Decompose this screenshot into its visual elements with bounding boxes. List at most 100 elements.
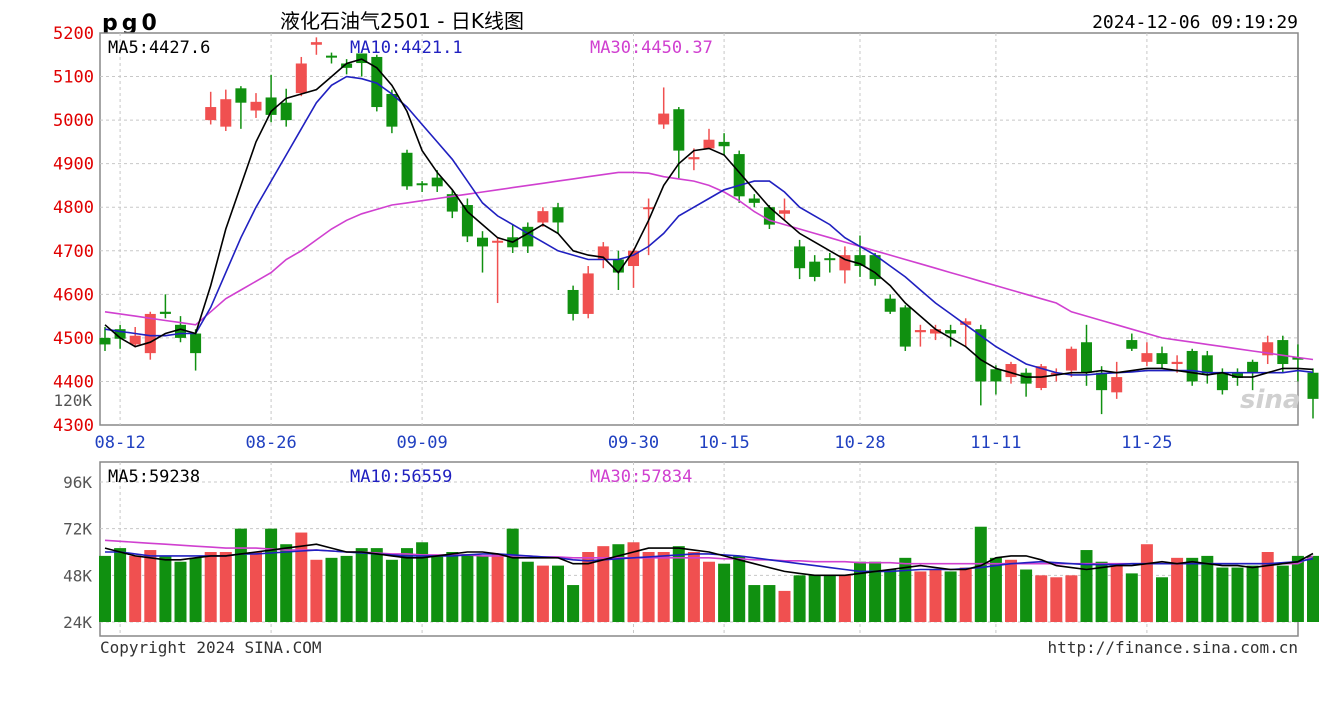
volume-bar (355, 548, 368, 622)
price-axis: 5200 5100 5000 4900 4800 4700 4600 4500 4400 4300 (53, 24, 94, 436)
ma10-line (104, 75, 1314, 376)
candle-body (733, 154, 745, 197)
candle-body (159, 311, 171, 314)
volume-bar (159, 555, 172, 622)
volume-bar (1231, 567, 1244, 622)
volume-tick-label: 48K (63, 566, 92, 585)
candle-body (884, 298, 896, 312)
volume-bar (748, 585, 761, 622)
volume-legend-ma5: MA5:59238 (108, 467, 200, 487)
volume-bar (234, 528, 247, 622)
candle-body (371, 56, 383, 108)
candle-body (129, 335, 141, 345)
volume-axis: 96K 72K 48K 24K (63, 473, 92, 632)
volume-bar (129, 555, 142, 622)
candle-body (643, 207, 655, 210)
candle-body (1126, 340, 1138, 349)
date-tick-label: 10-28 (834, 433, 885, 453)
volume-bar (838, 575, 851, 622)
volume-bar (1080, 550, 1093, 622)
candle-body (914, 330, 926, 333)
candle-body (492, 240, 504, 243)
volume-bar (929, 569, 942, 622)
volume-bar (703, 561, 715, 622)
volume-tick-label: 24K (63, 613, 92, 632)
candle-body (341, 63, 353, 68)
datetime-label: 2024-12-06 09:19:29 (1092, 12, 1298, 33)
volume-bar (959, 567, 972, 622)
volume-bar (627, 542, 640, 622)
candle-body (205, 107, 217, 121)
candle-body (930, 329, 941, 334)
candle-body (175, 324, 186, 338)
volume-top-label: 120K (53, 391, 92, 410)
candle-body (869, 255, 881, 280)
date-tick-label: 09-09 (397, 433, 448, 453)
volume-bar (687, 552, 700, 622)
price-ma-lines (104, 58, 1314, 378)
candle-body (899, 307, 911, 347)
candle-body (854, 255, 866, 267)
candle-body (718, 141, 730, 147)
candle-body (310, 42, 322, 45)
volume-bar (1307, 555, 1319, 622)
volume-bar (612, 544, 625, 622)
candle-body (537, 211, 549, 223)
volume-bar (778, 590, 791, 622)
source-url[interactable]: http://finance.sina.com.cn (1048, 638, 1298, 657)
candle-body (975, 329, 987, 382)
volume-bar (1201, 555, 1214, 622)
volume-bar (567, 585, 580, 622)
price-tick-label: 5200 (53, 24, 94, 44)
price-panel (99, 32, 1299, 426)
candle-body (1020, 372, 1032, 384)
volume-bar (310, 559, 323, 622)
volume-bar (1020, 569, 1033, 622)
candle-body (1216, 372, 1228, 391)
candle-body (1096, 372, 1108, 391)
price-tick-label: 4300 (53, 416, 94, 436)
candle-body (1247, 361, 1259, 373)
volume-bar (219, 552, 232, 622)
volume-bar (763, 585, 776, 622)
candle-body (1186, 350, 1198, 382)
volume-bar (657, 552, 670, 622)
volume-bar (295, 532, 308, 622)
volume-bar (597, 546, 610, 622)
volume-bar (280, 544, 293, 622)
candle-body (1292, 357, 1304, 360)
volume-bar (99, 555, 111, 622)
candle-body (1065, 348, 1077, 371)
candle-body (612, 259, 624, 273)
volume-bar (884, 569, 897, 622)
date-tick-label: 08-12 (95, 433, 146, 453)
candle-body (763, 207, 775, 225)
volume-tick-label: 72K (63, 520, 92, 539)
candle-body (1232, 372, 1243, 378)
volume-ma-lines (104, 539, 1314, 577)
legend-ma30: MA30:4450.37 (590, 38, 713, 58)
volume-legend-ma10: MA10:56559 (350, 467, 452, 487)
candle-body (326, 55, 337, 58)
candle-body (809, 261, 821, 277)
candle-body (522, 226, 534, 247)
volume-bar (582, 552, 595, 622)
ma5-line (104, 58, 1314, 378)
candle-body (794, 246, 806, 269)
volume-bar (1005, 559, 1017, 622)
volume-bar (1216, 567, 1229, 622)
candle-body (628, 250, 639, 267)
volume-bar (476, 555, 489, 622)
price-tick-label: 5100 (53, 68, 94, 88)
candle-body (779, 210, 790, 214)
volume-bar (718, 563, 731, 622)
volume-bar (672, 546, 685, 622)
volume-bar (1140, 544, 1153, 622)
price-tick-label: 4500 (53, 329, 94, 349)
candle-body (1277, 340, 1289, 365)
volume-bar (114, 548, 127, 622)
price-tick-label: 4600 (53, 285, 94, 305)
candle-body (688, 157, 700, 160)
candle-body (1141, 353, 1153, 362)
volume-bar (401, 548, 413, 622)
